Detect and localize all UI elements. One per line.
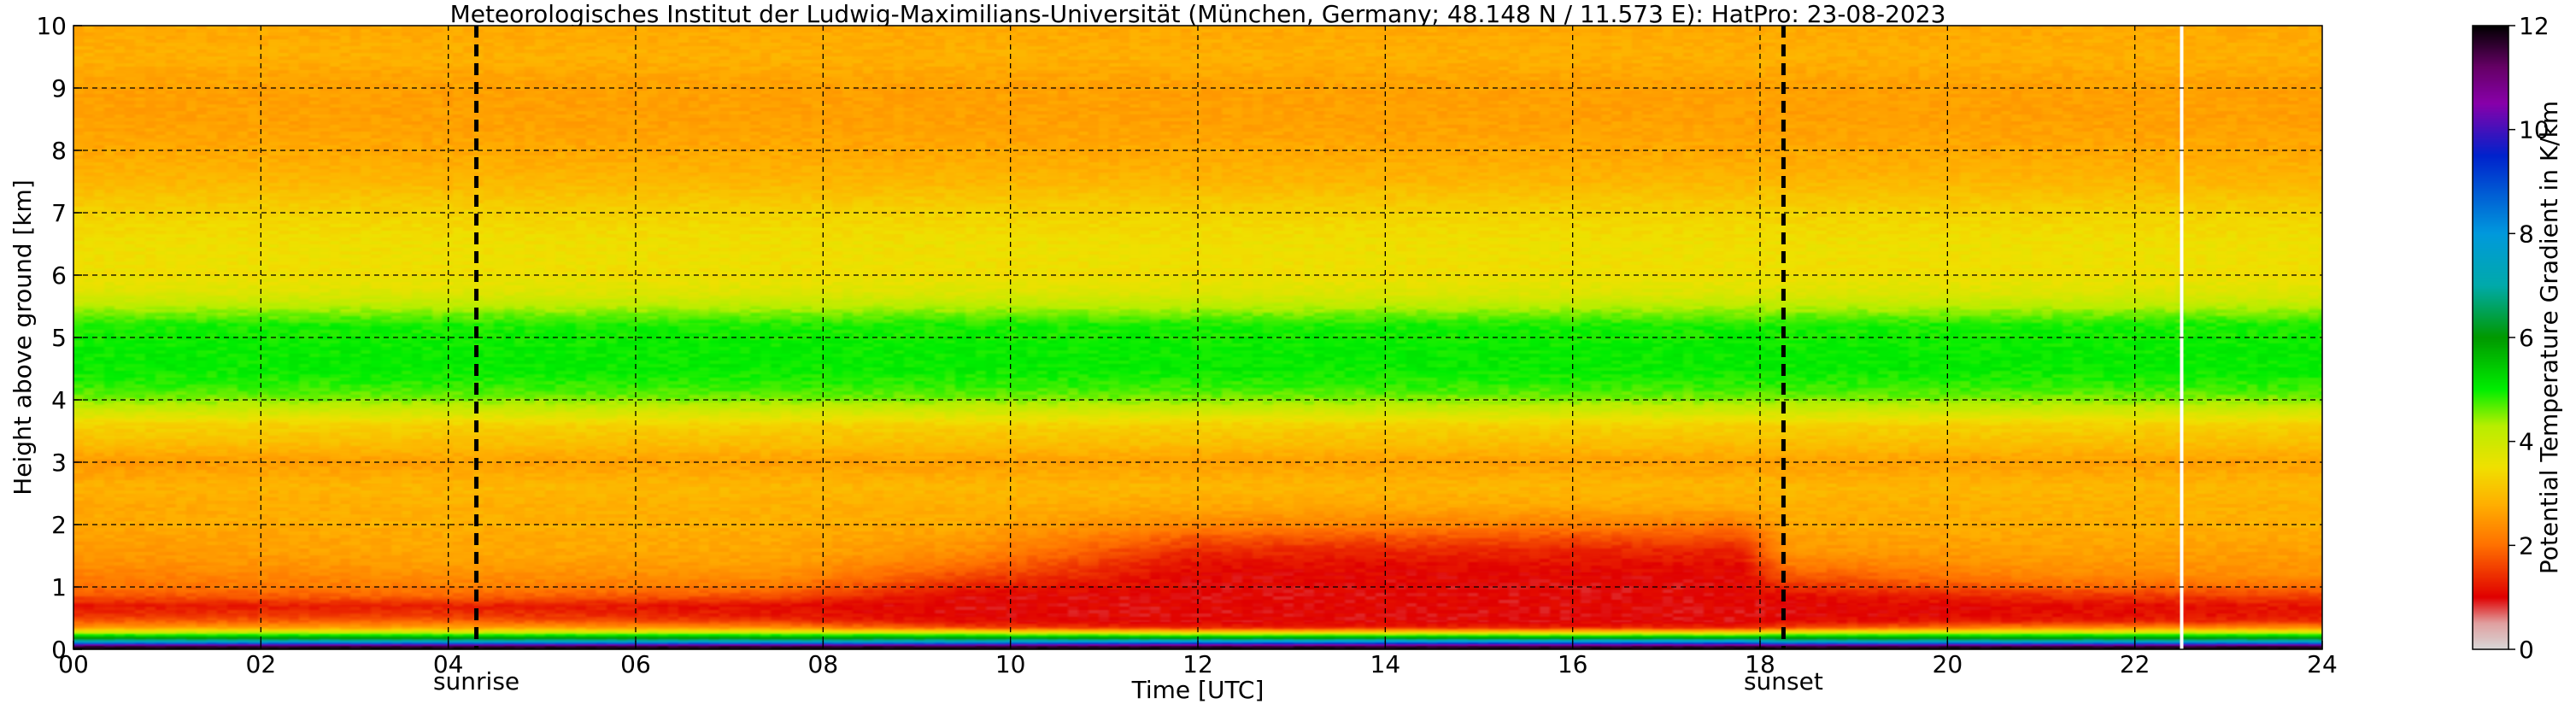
x-tick-label: 00 (58, 650, 89, 678)
x-tick-label: 18 (1745, 650, 1775, 678)
colorbar-tick-label: 2 (2519, 531, 2534, 560)
y-tick-label: 4 (51, 386, 67, 414)
x-tick-label: 20 (1933, 650, 1963, 678)
y-tick-label: 3 (51, 449, 67, 477)
x-tick-label: 14 (1370, 650, 1401, 678)
colorbar-label: Potential Temperature Gradient in K/km (2535, 101, 2563, 574)
y-tick-label: 1 (51, 573, 67, 601)
colorbar-ticks: 0 2 4 6 8 10 12 (2509, 12, 2550, 664)
y-axis-label: Height above ground [km] (9, 179, 37, 496)
colorbar-tick-label: 6 (2519, 324, 2534, 352)
x-tick-label: 22 (2120, 650, 2151, 678)
x-tick-label: 16 (1558, 650, 1588, 678)
y-tick-label: 6 (51, 261, 67, 290)
colorbar-tick-label: 10 (2519, 116, 2550, 144)
x-tick-label: 04 (433, 650, 464, 678)
y-tick-label: 7 (51, 199, 67, 227)
colorbar-tick-label: 8 (2519, 220, 2534, 248)
y-tick-label: 2 (51, 511, 67, 539)
x-tick-label: 12 (1182, 650, 1213, 678)
y-axis-ticks: 0 1 2 3 4 5 6 7 8 9 10 (36, 12, 82, 664)
x-tick-label: 06 (620, 650, 651, 678)
x-tick-label: 02 (246, 650, 277, 678)
colorbar-tick-label: 4 (2519, 428, 2534, 456)
sunset-label: sunset (1744, 667, 1823, 695)
x-tick-label: 24 (2307, 650, 2338, 678)
x-tick-label: 10 (995, 650, 1026, 678)
x-axis-label: Time [UTC] (1131, 676, 1265, 704)
y-tick-label: 0 (51, 636, 67, 664)
x-axis-ticks: 00 02 04 06 08 10 12 14 16 18 20 22 24 (58, 641, 2338, 678)
sun-event-lines (474, 26, 1786, 649)
sunrise-label: sunrise (433, 667, 519, 695)
colorbar (2473, 26, 2509, 649)
grid-lines (73, 26, 2322, 649)
x-tick-label: 08 (808, 650, 839, 678)
y-tick-label: 10 (36, 12, 67, 40)
colorbar-tick-label: 0 (2519, 636, 2534, 664)
y-tick-label: 8 (51, 137, 67, 165)
sun-event-labels: sunrise sunset (433, 667, 1823, 695)
y-tick-label: 9 (51, 74, 67, 103)
colorbar-tick-label: 12 (2519, 12, 2550, 40)
y-tick-label: 5 (51, 324, 67, 352)
chart-title: Meteorologisches Institut der Ludwig-Max… (450, 0, 1946, 28)
